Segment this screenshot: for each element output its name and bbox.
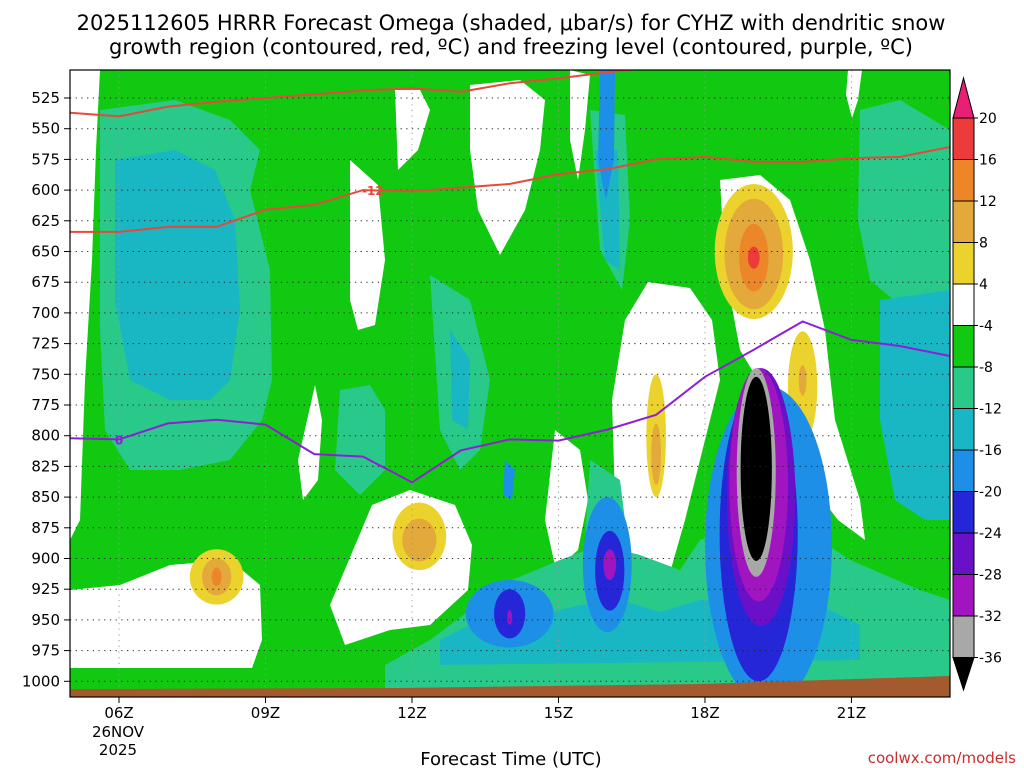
y-tick-label: 975 [31,642,60,660]
y-tick-label: 750 [31,365,60,383]
dgz-contour-label: -12 [362,184,384,198]
omega-minimum-contour [740,376,772,561]
colorbar-segment [952,491,975,534]
y-tick-label: 900 [31,550,60,568]
colorbar-label: 8 [979,236,988,252]
omega-minimum-contour [507,610,513,625]
colorbar-label: 4 [979,277,988,293]
colorbar-label: -36 [979,651,1002,667]
y-tick-label: 875 [31,519,60,537]
colorbar-label: -8 [979,360,993,376]
weak-omega-region [470,80,545,255]
x-tick-label: 21Z [837,704,866,722]
x-tick-label: 06Z [104,704,133,722]
plot-area: -12 0 [70,70,950,697]
weak-omega-region [70,70,100,540]
weak-omega-region [350,160,385,330]
y-tick-label: 525 [31,89,60,107]
y-tick-label: 650 [31,243,60,261]
y-tick-label: 550 [31,120,60,138]
y-axis-pressure: 525 550 575 600 625 650 675 700 725 750 775 800 825 8… [22,89,70,690]
freezing-level-label: 0 [115,433,123,447]
omega-minimum-contour [603,549,617,580]
colorbar-label: -24 [979,526,1002,542]
y-tick-label: 725 [31,335,60,353]
y-tick-label: 925 [31,580,60,598]
colorbar-label: -28 [979,568,1002,584]
y-tick-label: 825 [31,457,60,475]
x-tick-label: 09Z [251,704,280,722]
y-tick-label: 575 [31,150,60,168]
omega-region [115,150,240,400]
colorbar-segment [952,449,975,492]
omega-region [335,385,385,495]
colorbar-label: -4 [979,319,993,335]
colorbar-label: -16 [979,443,1002,459]
credit-text: coolwx.com/models [868,749,1016,767]
omega-maximum-contour [651,423,662,485]
omega-maximum-contour [211,567,222,587]
colorbar-label: -32 [979,609,1002,625]
omega-maximum-contour [798,365,807,396]
ground-surface [70,676,950,697]
date-label-year: 2025 [99,741,137,759]
omega-region [880,290,950,520]
colorbar-segment [952,242,975,285]
colorbar-label: -20 [979,485,1002,501]
x-tick-label: 15Z [544,704,573,722]
freezing-level-line [70,320,950,484]
y-tick-label: 625 [31,212,60,230]
colorbar: 20 16 12 8 4 -4 -8 -12 -16 -20 -24 -28 -32 -36 [952,76,1002,692]
colorbar-segment [952,615,975,658]
colorbar-label: 16 [979,153,997,169]
colorbar-top-arrow [952,76,975,119]
weak-omega-region [545,430,588,570]
colorbar-label: -12 [979,402,1002,418]
plot-frame [69,69,951,698]
omega-maximum-contour [402,518,437,562]
x-tick-label: 12Z [397,704,426,722]
colorbar-segment [952,574,975,617]
colorbar-bottom-arrow [952,657,975,692]
colorbar-segment [952,408,975,451]
date-label-day: 26NOV [92,723,145,741]
colorbar-label: 12 [979,194,997,210]
colorbar-segment [952,117,975,160]
colorbar-segment [952,159,975,202]
omega-region [595,150,620,270]
omega-region [503,460,515,500]
x-tick-label: 18Z [690,704,719,722]
chart-title-line2: growth region (contoured, red, ºC) and f… [109,35,913,59]
weak-omega-region [570,70,590,180]
omega-maximum-contour [747,246,760,269]
x-axis-label: Forecast Time (UTC) [420,749,601,768]
colorbar-segment [952,283,975,326]
dgz-contour-line [70,70,640,118]
grid-lines [70,70,950,697]
y-tick-label: 800 [31,427,60,445]
chart-title-line1: 2025112605 HRRR Forecast Omega (shaded, … [77,11,946,35]
weak-omega-region [395,90,430,170]
weak-omega-region [846,70,862,118]
y-tick-label: 700 [31,304,60,322]
y-tick-label: 775 [31,396,60,414]
contour-lines: -12 0 [70,70,950,484]
y-tick-label: 675 [31,273,60,291]
dgz-contour-line [70,146,950,233]
colorbar-label: 20 [979,111,997,127]
weak-omega-region [298,385,322,500]
colorbar-segment [952,366,975,409]
colorbar-segment [952,200,975,243]
y-tick-label: 600 [31,181,60,199]
y-tick-label: 1000 [22,672,60,690]
omega-region [450,330,470,430]
colorbar-segment [952,532,975,575]
y-tick-label: 950 [31,611,60,629]
y-tick-label: 850 [31,488,60,506]
weak-omega-region [612,282,720,590]
x-axis-time: 06Z 09Z 12Z 15Z 18Z 21Z [104,697,866,722]
colorbar-segment [952,325,975,368]
